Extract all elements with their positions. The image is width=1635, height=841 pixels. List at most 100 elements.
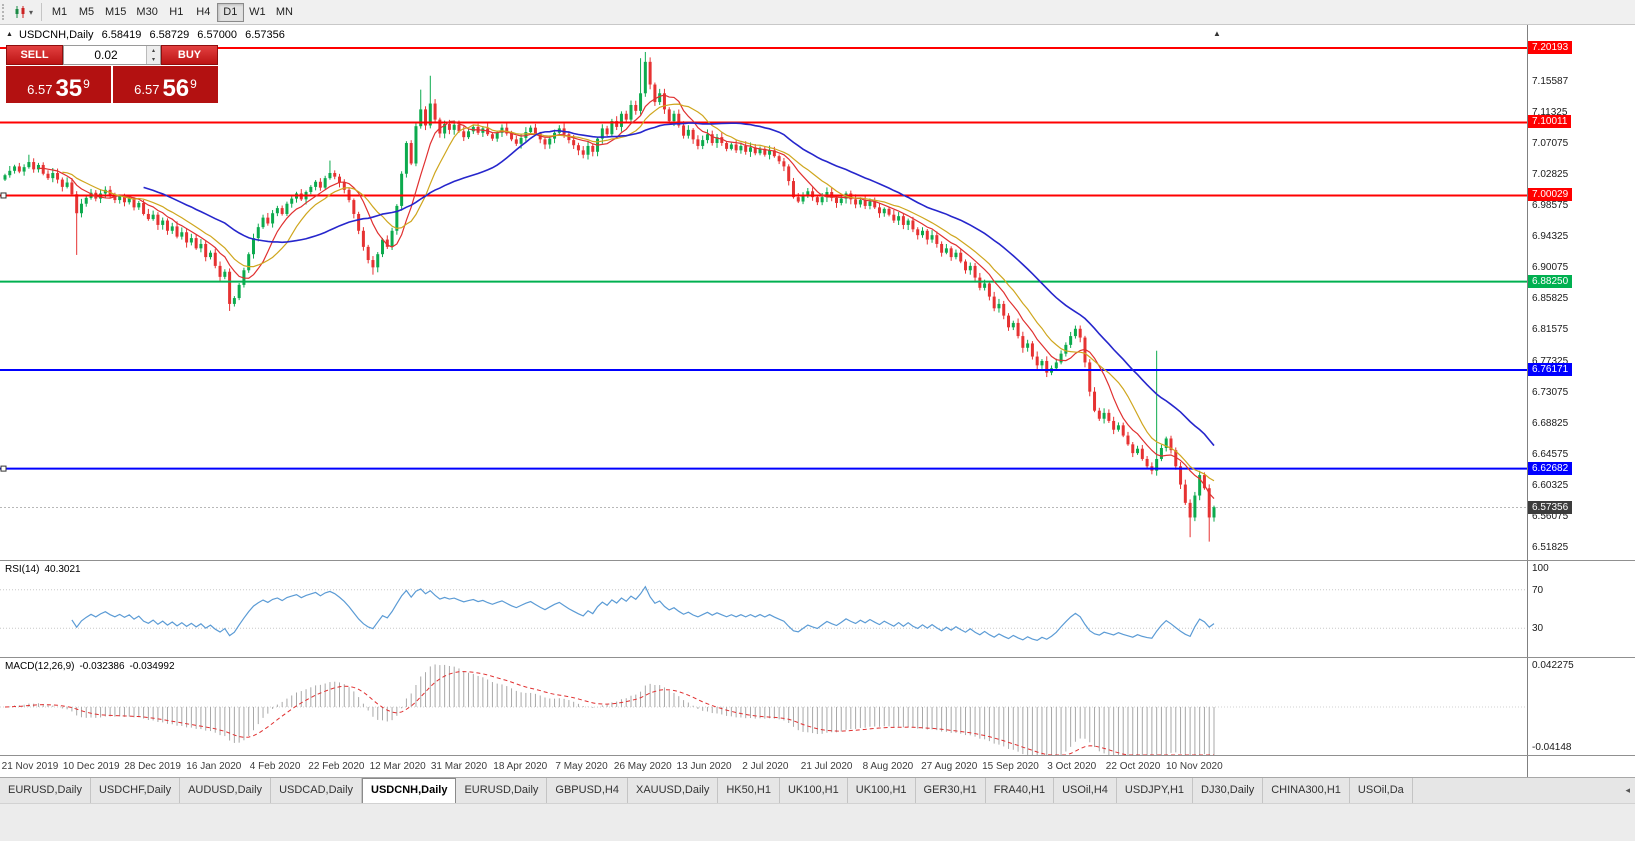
price-tick-label: 6.64575: [1532, 448, 1569, 460]
price-tick-label: 6.73075: [1532, 386, 1569, 398]
status-strip: [0, 803, 1635, 841]
panel-separator[interactable]: [0, 657, 1635, 658]
timeframe-button-m30[interactable]: M30: [131, 3, 162, 22]
timeframe-button-d1[interactable]: D1: [216, 2, 244, 22]
macd-tick-label: -0.04148: [1532, 742, 1572, 753]
ask-price-pips: 56: [162, 75, 190, 102]
chart-tab-xauusd-daily[interactable]: XAUUSD,Daily: [628, 778, 719, 803]
date-tick-label: 15 Sep 2020: [982, 761, 1039, 772]
buy-button[interactable]: BUY: [161, 45, 218, 65]
timeframe-button-h4[interactable]: H4: [190, 3, 217, 22]
chart-tab-usdjpy-h1[interactable]: USDJPY,H1: [1117, 778, 1194, 803]
buy-price-box[interactable]: 6.57 56 9: [113, 66, 218, 103]
line-handle[interactable]: [0, 465, 7, 472]
sell-button[interactable]: SELL: [6, 45, 63, 65]
rsi-line: [71, 585, 1215, 641]
price-tick-label: 6.77325: [1532, 355, 1569, 367]
ask-price-pipette: 9: [190, 77, 197, 91]
time-axis[interactable]: 21 Nov 2019 10 Dec 2019 28 Dec 2019 16 Jan …: [0, 756, 1527, 777]
chart-tab-uk100-h1[interactable]: UK100,H1: [780, 778, 848, 803]
chart-tab-usdcad-daily[interactable]: USDCAD,Daily: [271, 778, 363, 803]
chart-tabs: EURUSD,Daily USDCHF,Daily AUDUSD,Daily USDC…: [0, 778, 1612, 803]
date-tick-label: 21 Jul 2020: [800, 761, 853, 772]
rsi-tick-label: 70: [1532, 584, 1544, 596]
timeframe-button-h1[interactable]: H1: [163, 3, 190, 22]
chart-tab-fra40-h1[interactable]: FRA40,H1: [986, 778, 1055, 803]
ask-price-main: 6.57: [134, 82, 160, 97]
lot-increase-icon[interactable]: ▴: [147, 46, 160, 55]
level-price-badge: 7.10011: [1528, 115, 1572, 129]
timeframe-button-w1[interactable]: W1: [244, 3, 271, 22]
price-scale[interactable]: 7.15587 7.11325 7.07075 7.02825 6.98575 6.943…: [1527, 25, 1635, 777]
scroll-up-icon[interactable]: ▲: [1213, 29, 1221, 38]
date-tick-label: 12 Mar 2020: [369, 761, 426, 772]
chart-dropdown-caret-icon[interactable]: ▾: [29, 7, 34, 17]
timeframe-button-m1[interactable]: M1: [46, 3, 73, 22]
chart-tab-dj30-daily[interactable]: DJ30,Daily: [1193, 778, 1264, 803]
chart-tab-usoil-h4[interactable]: USOil,H4: [1054, 778, 1117, 803]
chart-window[interactable]: 7.15587 7.11325 7.07075 7.02825 6.98575 6.943…: [0, 25, 1635, 777]
price-tick-label: 6.85825: [1532, 293, 1569, 305]
main-chart-canvas[interactable]: [0, 25, 1527, 560]
tab-scroll-left-icon[interactable]: ◂: [1625, 785, 1630, 795]
chart-collapse-icon[interactable]: ▲: [6, 31, 13, 38]
price-tick-label: 6.51825: [1532, 541, 1569, 553]
price-tick-label: 7.11325: [1532, 106, 1568, 118]
lot-spinner: ▴ ▾: [146, 46, 160, 64]
candlestick-glyph: [15, 6, 25, 18]
date-tick-label: 3 Oct 2020: [1047, 761, 1097, 772]
level-price-badge: 6.62682: [1528, 461, 1573, 475]
chart-tab-china300-h1[interactable]: CHINA300,H1: [1263, 778, 1350, 803]
chart-tab-usoil-da[interactable]: USOil,Da: [1350, 778, 1413, 803]
price-tick-label: 6.68825: [1532, 417, 1569, 429]
timeframe-toolbar: ▾ M1 M5 M15 M30 H1 H4 D1 W1 MN: [0, 0, 1635, 25]
chart-tab-eurusd-daily[interactable]: EURUSD,Daily: [0, 778, 91, 803]
macd-signal-line: [4, 671, 1214, 755]
chart-tab-uk100-h1[interactable]: UK100,H1: [848, 778, 916, 803]
moving-average-line: [143, 122, 1215, 447]
timeframe-button-m5[interactable]: M5: [73, 3, 100, 22]
chart-tab-gbpusd-h4[interactable]: GBPUSD,H4: [547, 778, 628, 803]
toolbar-grip[interactable]: [2, 4, 8, 20]
macd-histogram: [9, 664, 1215, 755]
price-tick-label: 6.94325: [1532, 231, 1569, 243]
timeframe-button-mn[interactable]: MN: [271, 3, 298, 22]
timeframe-button-m15[interactable]: M15: [100, 3, 131, 22]
level-price-badge: 7.00029: [1528, 188, 1573, 202]
rsi-tick-label: 30: [1532, 623, 1544, 635]
chart-tab-audusd-daily[interactable]: AUDUSD,Daily: [180, 778, 272, 803]
chart-tab-bar: EURUSD,Daily USDCHF,Daily AUDUSD,Daily USDC…: [0, 777, 1635, 803]
price-tick-label: 7.07075: [1532, 137, 1569, 149]
line-handle[interactable]: [0, 192, 7, 199]
sell-price-box[interactable]: 6.57 35 9: [6, 66, 111, 103]
date-tick-label: 16 Jan 2020: [186, 761, 242, 772]
chart-tab-usdchf-daily[interactable]: USDCHF,Daily: [91, 778, 181, 803]
lot-size-input[interactable]: [64, 46, 160, 64]
price-tick-label: 7.15587: [1532, 75, 1569, 87]
bid-price-pipette: 9: [83, 77, 90, 91]
macd-name: MACD(12,26,9): [5, 661, 75, 672]
toolbar-separator: [41, 3, 43, 21]
price-tick-label: 6.98575: [1532, 200, 1569, 212]
current-price-badge: 6.57356: [1528, 500, 1573, 514]
rsi-indicator-canvas[interactable]: [0, 561, 1527, 657]
macd-indicator-canvas[interactable]: [0, 658, 1527, 755]
panel-separator[interactable]: [0, 560, 1635, 561]
chart-tab-hk50-h1[interactable]: HK50,H1: [718, 778, 780, 803]
chart-icon[interactable]: [11, 3, 29, 21]
date-tick-label: 31 Mar 2020: [430, 761, 488, 772]
date-tick-label: 18 Apr 2020: [493, 761, 548, 772]
chart-tab-usdcnh-daily[interactable]: USDCNH,Daily: [362, 778, 457, 803]
panel-separator[interactable]: [0, 755, 1635, 756]
chart-tab-eurusd-daily[interactable]: EURUSD,Daily: [456, 778, 548, 803]
rsi-value: 40.3021: [44, 564, 81, 575]
lot-decrease-icon[interactable]: ▾: [147, 55, 160, 64]
ohlc-open: 6.58419: [101, 29, 142, 41]
chart-tab-ger30-h1[interactable]: GER30,H1: [916, 778, 986, 803]
date-tick-label: 27 Aug 2020: [921, 761, 978, 772]
date-tick-label: 21 Nov 2019: [1, 761, 59, 772]
moving-average-line: [62, 103, 1215, 482]
macd-tick-label: 0.042275: [1532, 660, 1574, 671]
